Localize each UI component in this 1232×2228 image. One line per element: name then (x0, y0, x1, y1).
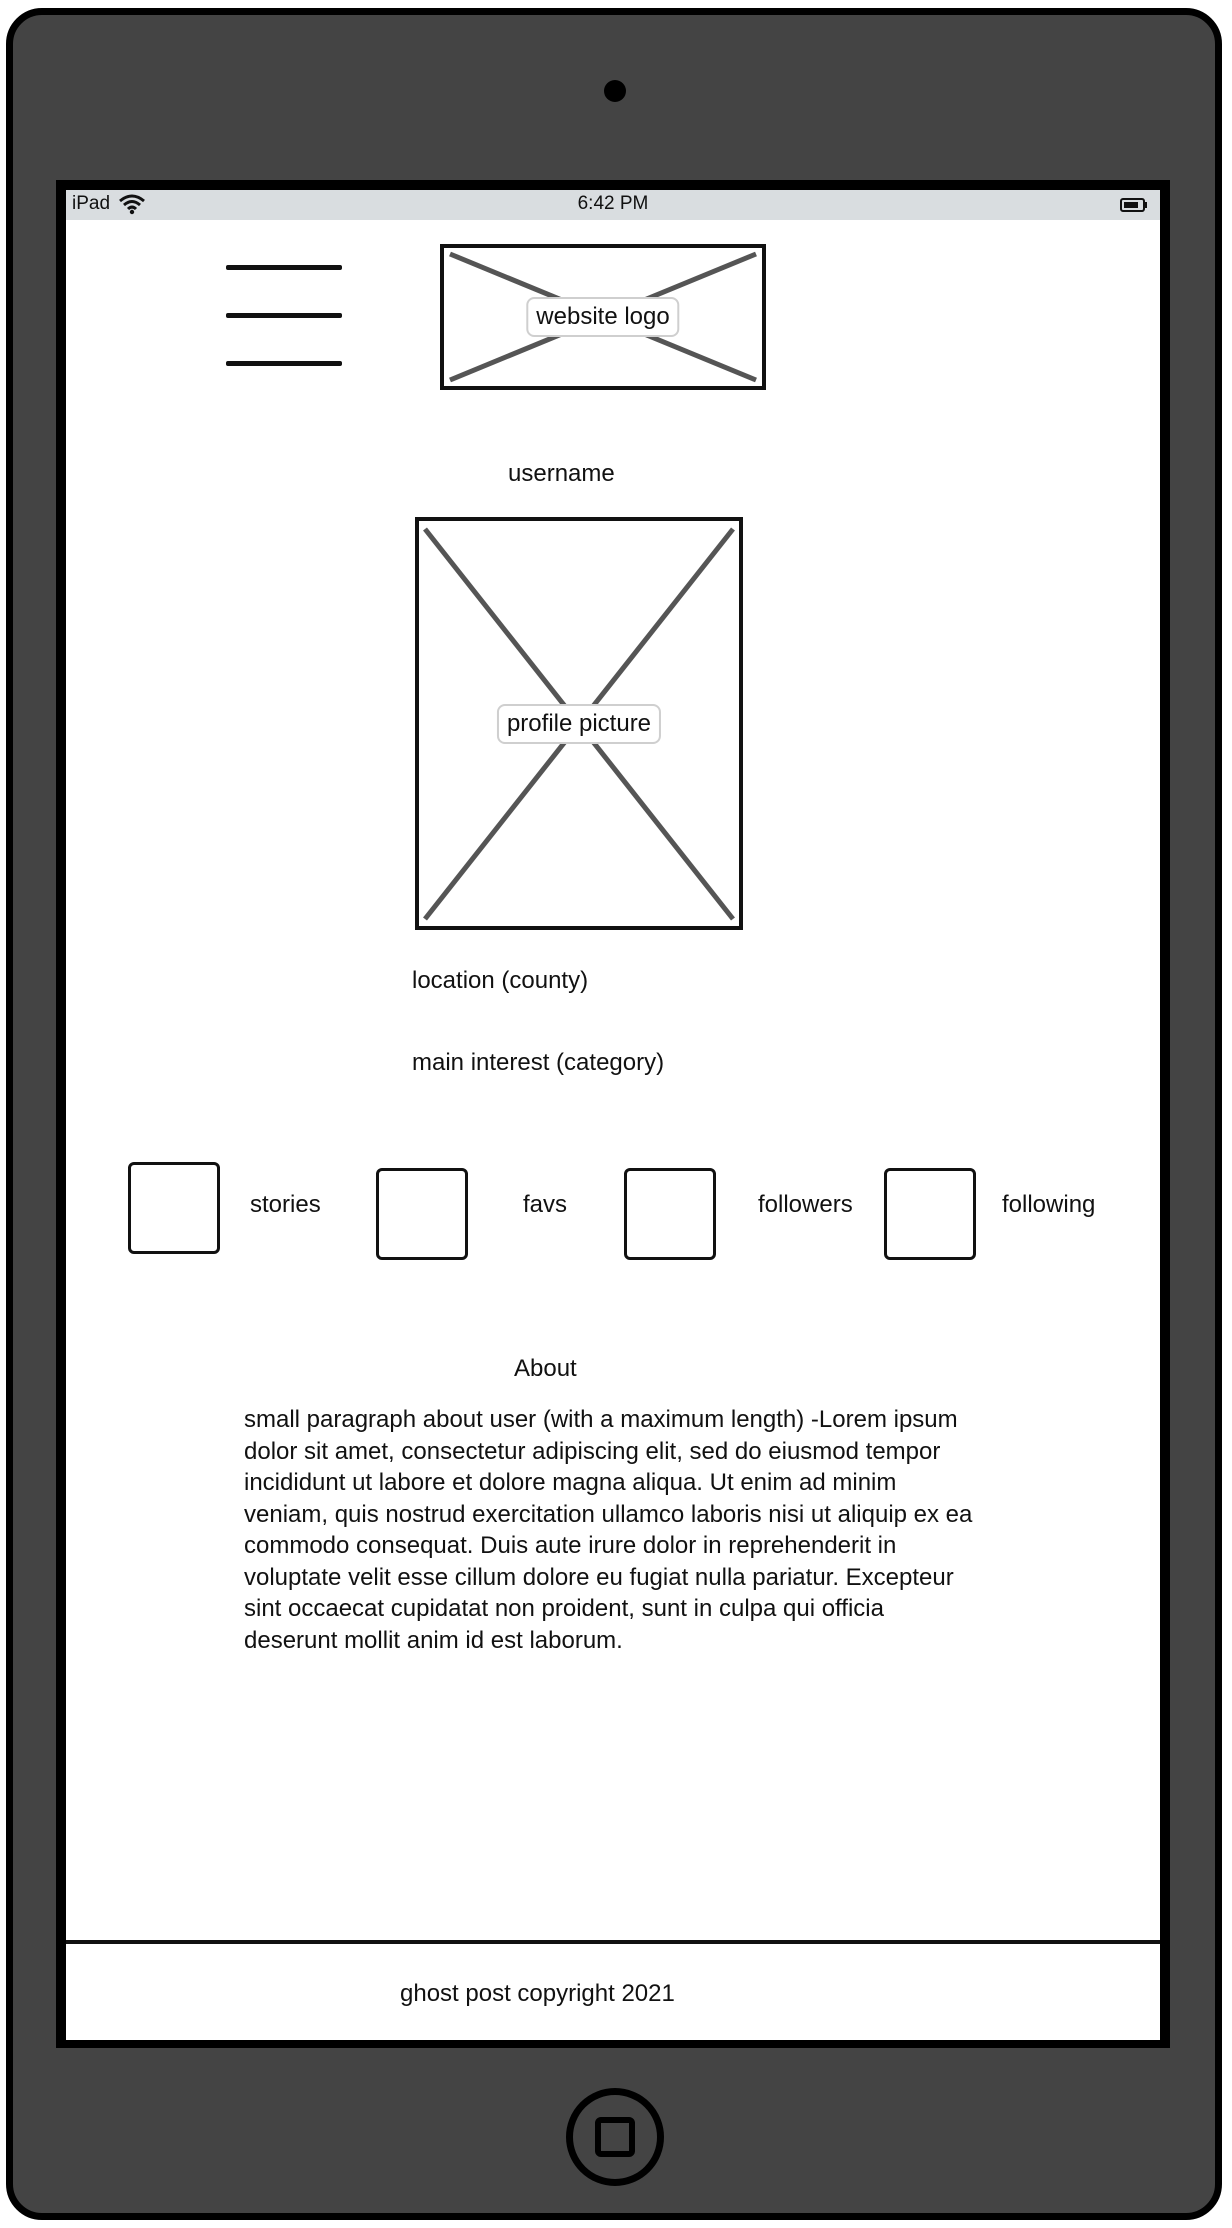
stories-label: stories (250, 1191, 321, 1218)
followers-button[interactable] (624, 1168, 716, 1260)
about-heading: About (514, 1355, 577, 1382)
favs-label: favs (523, 1191, 568, 1218)
home-button-icon[interactable] (566, 2088, 664, 2186)
stories-button[interactable] (128, 1162, 220, 1254)
username: username (508, 460, 615, 487)
location: location (county) (412, 967, 589, 994)
status-bar: iPad 6:42 PM (66, 190, 1160, 220)
about-paragraph: small paragraph about user (with a maxim… (244, 1406, 973, 1654)
following-label: following (1002, 1191, 1096, 1218)
profile-picture-label: profile picture (496, 703, 662, 744)
status-time: 6:42 PM (577, 193, 649, 214)
status-device-name: iPad (72, 193, 111, 214)
profile-picture[interactable]: profile picture (415, 517, 743, 930)
copyright-text: ghost post copyright 2021 (400, 1980, 675, 2007)
hamburger-menu-icon[interactable] (226, 265, 344, 369)
website-logo[interactable]: website logo (440, 244, 766, 390)
followers-label: followers (758, 1191, 853, 1218)
main-interest: main interest (category) (412, 1049, 665, 1076)
logo-label: website logo (526, 297, 680, 337)
wifi-icon (119, 194, 145, 215)
home-button-square (595, 2117, 635, 2157)
screen: iPad 6:42 PM website logo username (66, 190, 1160, 2040)
battery-icon (1120, 198, 1147, 212)
favs-button[interactable] (376, 1168, 468, 1260)
footer: ghost post copyright 2021 (66, 1940, 1160, 2040)
camera-icon (604, 80, 626, 102)
following-button[interactable] (884, 1168, 976, 1260)
